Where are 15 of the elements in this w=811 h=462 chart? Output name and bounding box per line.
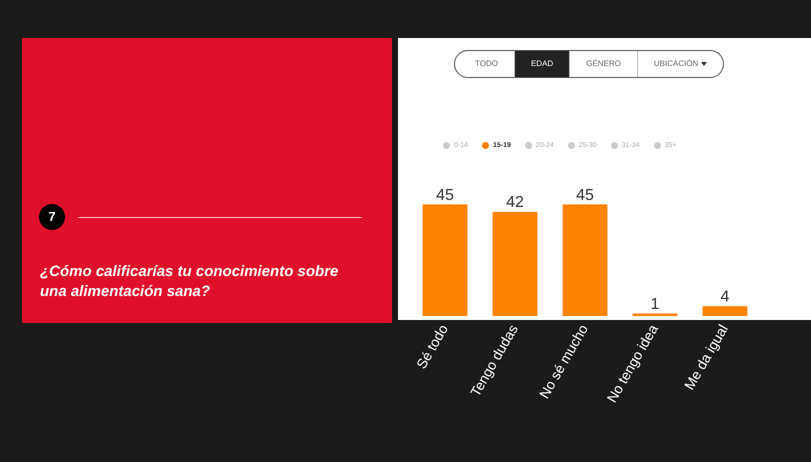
- bar: [702, 306, 748, 316]
- bar: [422, 204, 468, 316]
- text: TODO: [474, 58, 499, 70]
- text: 7: [39, 204, 65, 230]
- data-label: 45: [436, 186, 454, 204]
- text: ¿Cómo calificarías tu conocimiento sobre una alimentación sana?: [40, 262, 340, 302]
- data-label: 45: [576, 186, 594, 204]
- bar: [562, 204, 608, 316]
- bar: [492, 212, 538, 316]
- data-label: 4: [720, 288, 730, 306]
- data-label: 1: [650, 296, 660, 313]
- data-label: 42: [506, 194, 524, 212]
- text: UBICACIÓN: [636, 51, 724, 77]
- text: EDAD: [514, 51, 570, 77]
- text: GÉNERO: [569, 51, 637, 77]
